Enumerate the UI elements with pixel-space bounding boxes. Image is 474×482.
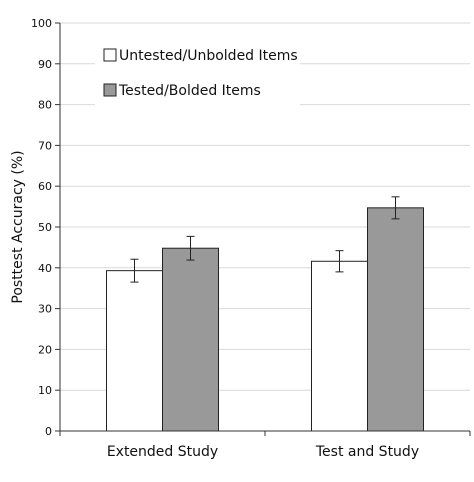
legend-entry-0: Untested/Unbolded Items bbox=[119, 48, 298, 64]
y-tick-label: 0 bbox=[45, 425, 52, 438]
bar-tested-0 bbox=[162, 247, 219, 432]
y-tick-label: 50 bbox=[38, 221, 52, 234]
x-category-label: Test and Study bbox=[315, 444, 419, 460]
error-bars bbox=[130, 196, 400, 283]
legend-entry-1: Tested/Bolded Items bbox=[118, 83, 261, 99]
y-tick-label: 100 bbox=[31, 17, 52, 30]
y-tick-label: 90 bbox=[38, 58, 52, 71]
y-tick-label: 60 bbox=[38, 180, 52, 193]
y-tick-label: 20 bbox=[38, 343, 52, 356]
y-tick-label: 30 bbox=[38, 303, 52, 316]
bar-tested-1 bbox=[367, 207, 424, 432]
bar-untested-1 bbox=[311, 260, 368, 432]
bars bbox=[106, 207, 424, 432]
legend-swatch-1 bbox=[103, 83, 117, 97]
y-tick-label: 80 bbox=[38, 99, 52, 112]
x-category-label: Extended Study bbox=[107, 444, 218, 460]
y-tick-label: 10 bbox=[38, 384, 52, 397]
bar-untested-0 bbox=[106, 270, 163, 432]
y-tick-label: 40 bbox=[38, 262, 52, 275]
legend-background bbox=[95, 40, 300, 106]
y-axis-title: Posttest Accuracy (%) bbox=[10, 150, 26, 303]
legend-swatch-0 bbox=[103, 48, 117, 62]
legend: Untested/Unbolded Items Tested/Bolded Ite… bbox=[95, 40, 300, 106]
axes: 0 10 20 30 40 50 60 70 80 90 100 Extended Study Test… bbox=[31, 17, 471, 460]
y-tick-label: 70 bbox=[38, 139, 52, 152]
